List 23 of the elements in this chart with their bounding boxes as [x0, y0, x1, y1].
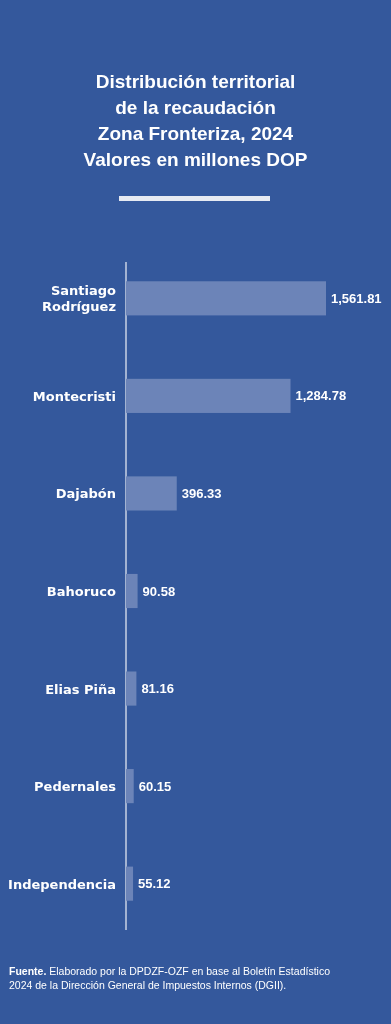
data-label: 396.33 [181, 485, 222, 501]
data-label: 81.16 [141, 681, 174, 697]
bar [126, 573, 138, 609]
y-tick-label: Elias Piña [45, 681, 116, 697]
y-tick-label: Pedernales [34, 778, 117, 794]
y-tick-label: Dajabón [55, 485, 116, 501]
y-tick-label: Independencia [8, 876, 116, 892]
data-label: 1,284.78 [295, 388, 347, 404]
data-label: 55.12 [138, 876, 171, 892]
data-label: 1,561.81 [331, 290, 382, 306]
bar [126, 769, 134, 804]
y-tick-label: Bahoruco [46, 583, 117, 599]
bar [126, 281, 326, 316]
y-tick-label: Montecristi [32, 388, 116, 404]
data-label: 60.15 [138, 778, 172, 794]
bar [126, 476, 177, 511]
y-tick-label: Santiago Rodríguez [41, 282, 117, 314]
data-label: 90.58 [142, 583, 176, 599]
source-note: Fuente. Elaborado por la DPDZF-OZF en base al Boletín Estadístico 2024 de la Dirección General de Impuestos Internos (DGII). [9, 965, 331, 991]
bar [126, 866, 134, 901]
bar [126, 671, 137, 706]
chart-title: Distribución territorial de la recaudación Zona Fronteriza, 2024 Valores en millones DOP [83, 71, 308, 170]
bar [126, 378, 291, 413]
